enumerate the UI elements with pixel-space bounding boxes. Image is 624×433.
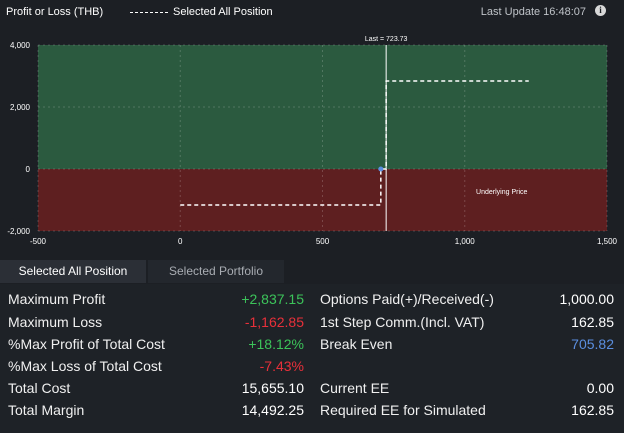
options-paid-label: Options Paid(+)/Received(-) xyxy=(320,291,494,307)
chart-title: Profit or Loss (THB) xyxy=(6,6,104,18)
last-price-label: Last = 723.73 xyxy=(365,36,408,43)
break-even-marker xyxy=(378,166,384,172)
y-tick-label: 4,000 xyxy=(10,41,31,50)
stats-row: %Max Loss of Total Cost -7.43% xyxy=(0,358,624,380)
x-axis-label: Underlying Price xyxy=(476,189,527,196)
y-tick-label: 0 xyxy=(26,165,31,174)
tab-selected-portfolio[interactable]: Selected Portfolio xyxy=(148,260,284,283)
x-tick-label: 0 xyxy=(178,237,183,246)
max-profit-label: Maximum Profit xyxy=(8,291,106,307)
x-tick-label: 1,000 xyxy=(455,237,476,246)
first-step-comm-value: 162.85 xyxy=(571,314,614,330)
legend-label: Selected All Position xyxy=(173,6,273,18)
max-profit-pct-label: %Max Profit of Total Cost xyxy=(8,336,165,352)
stats-panel: Maximum Profit +2,837.15 Options Paid(+)… xyxy=(0,284,624,433)
stats-row: Total Margin 14,492.25 Required EE for S… xyxy=(0,402,624,424)
y-tick-label: -2,000 xyxy=(7,227,30,236)
loss-zone xyxy=(38,169,607,231)
max-profit-pct-value: +18.12% xyxy=(248,336,304,352)
max-loss-label: Maximum Loss xyxy=(8,314,103,330)
required-ee-value: 162.85 xyxy=(571,402,614,418)
stats-row: Total Cost 15,655.10 Current EE 0.00 xyxy=(0,380,624,402)
info-icon[interactable]: i xyxy=(595,5,606,16)
tab-selected-all-position[interactable]: Selected All Position xyxy=(0,260,146,283)
stats-row: Maximum Profit +2,837.15 Options Paid(+)… xyxy=(0,291,624,313)
max-loss-value: -1,162.85 xyxy=(244,314,304,330)
tab-bar: Selected All Position Selected Portfolio xyxy=(0,260,624,283)
pnl-series-line xyxy=(180,80,529,206)
stats-row: Maximum Loss -1,162.85 1st Step Comm.(In… xyxy=(0,314,624,336)
legend-dash-swatch xyxy=(130,11,168,13)
last-update-text: Last Update 16:48:07 xyxy=(480,6,586,18)
total-margin-label: Total Margin xyxy=(8,402,85,418)
options-paid-value: 1,000.00 xyxy=(559,291,615,307)
y-tick-label: 2,000 xyxy=(10,103,31,112)
legend: Selected All Position xyxy=(130,6,273,18)
max-loss-pct-value: -7.43% xyxy=(259,358,304,374)
total-cost-value: 15,655.10 xyxy=(241,380,304,396)
required-ee-label: Required EE for Simulated xyxy=(320,402,486,418)
pnl-chart: -500 0 500 1,000 1,500 4,000 2,000 0 -2,000 Last … xyxy=(7,36,618,246)
x-tick-label: -500 xyxy=(30,237,47,246)
x-tick-label: 500 xyxy=(316,237,330,246)
total-cost-label: Total Cost xyxy=(8,380,71,396)
break-even-value: 705.82 xyxy=(571,336,614,352)
profit-zone xyxy=(38,45,607,169)
first-step-comm-label: 1st Step Comm.(Incl. VAT) xyxy=(320,314,485,330)
max-profit-value: +2,837.15 xyxy=(241,291,304,307)
break-even-label: Break Even xyxy=(320,336,393,352)
current-ee-label: Current EE xyxy=(320,380,390,396)
stats-row: %Max Profit of Total Cost +18.12% Break … xyxy=(0,336,624,358)
current-ee-value: 0.00 xyxy=(586,380,614,396)
total-margin-value: 14,492.25 xyxy=(241,402,304,418)
max-loss-pct-label: %Max Loss of Total Cost xyxy=(8,358,162,374)
x-tick-label: 1,500 xyxy=(597,237,618,246)
chart-header: Profit or Loss (THB) Selected All Positi… xyxy=(0,0,624,24)
